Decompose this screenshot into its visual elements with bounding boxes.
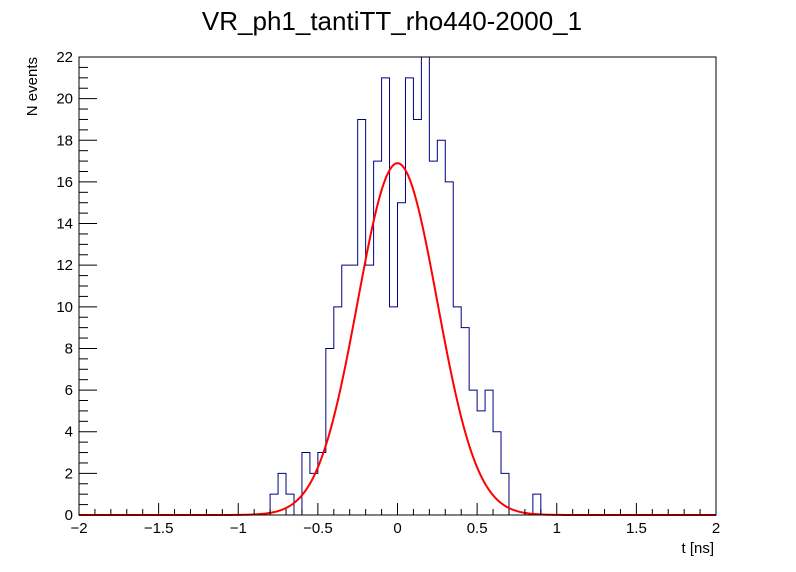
y-tick-label: 0 — [65, 507, 73, 524]
y-tick-label: 12 — [56, 257, 73, 274]
y-tick-label: 18 — [56, 132, 73, 149]
x-tick-label: 2 — [712, 520, 720, 537]
y-tick-label: 10 — [56, 299, 73, 316]
x-tick-label: 1.5 — [626, 520, 647, 537]
x-tick-label: −1 — [230, 520, 247, 537]
y-tick-label: 22 — [56, 49, 73, 66]
x-tick-label: 0 — [393, 520, 401, 537]
chart-title: VR_ph1_tantiTT_rho440-2000_1 — [202, 6, 582, 36]
y-tick-label: 2 — [65, 465, 73, 482]
x-tick-label: −2 — [70, 520, 87, 537]
y-tick-label: 8 — [65, 340, 73, 357]
x-tick-label: −1.5 — [144, 520, 174, 537]
y-tick-label: 16 — [56, 174, 73, 191]
x-tick-label: 1 — [553, 520, 561, 537]
x-axis-title: t [ns] — [681, 540, 714, 557]
y-tick-label: 6 — [65, 382, 73, 399]
x-tick-label: 0.5 — [467, 520, 488, 537]
x-tick-label: −0.5 — [303, 520, 333, 537]
y-tick-label: 4 — [65, 424, 73, 441]
ticks-layer — [78, 56, 717, 516]
y-tick-label: 14 — [56, 216, 73, 233]
y-axis-title: N events — [24, 57, 41, 116]
y-tick-label: 20 — [56, 91, 73, 108]
